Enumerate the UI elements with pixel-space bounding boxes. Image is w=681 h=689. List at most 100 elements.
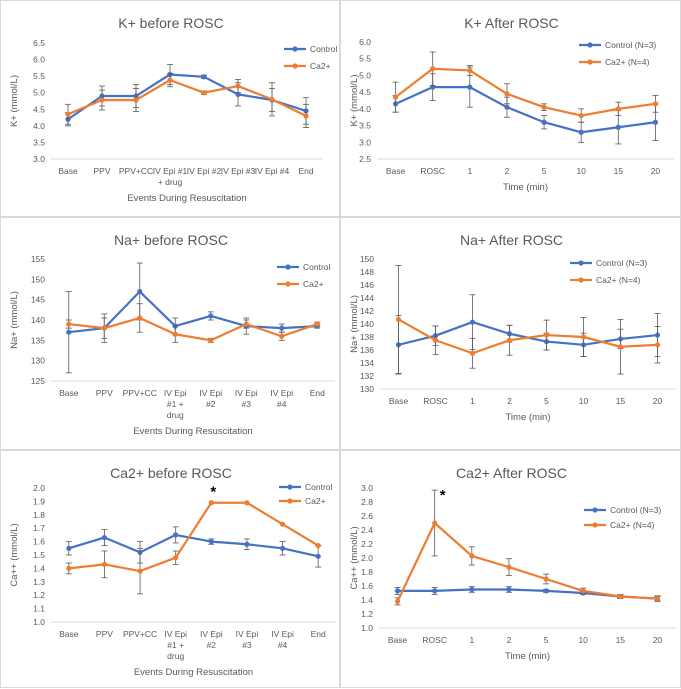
- data-point: [469, 586, 475, 593]
- y-tick-label: 138: [360, 332, 374, 342]
- data-point: [543, 332, 550, 338]
- data-point: [654, 596, 661, 602]
- x-tick-label: 20: [653, 635, 663, 645]
- chart-na-before-rosc: Na+ before ROSC 125 130 135 140 145 150 155 Base…: [0, 217, 340, 450]
- chart-na-after-rosc: Na+ After ROSC 130 132 134 136 138 140 142 144 14…: [340, 217, 681, 450]
- x-tick-label: Base: [58, 166, 78, 176]
- x-tick-label: ROSC: [423, 396, 448, 406]
- y-tick-label: 1.9: [33, 496, 45, 506]
- y-tick-label: 150: [360, 254, 374, 264]
- x-tick-label: End: [298, 166, 313, 176]
- data-point: [279, 545, 286, 551]
- y-tick-label: 3.5: [33, 137, 45, 147]
- data-point: [66, 329, 72, 335]
- x-tick-label: PPV: [96, 629, 113, 639]
- data-point: [504, 104, 510, 110]
- legend-marker: [587, 59, 593, 65]
- legend-entry: Ca2+: [284, 61, 331, 71]
- y-tick-label: 144: [360, 293, 374, 303]
- data-point: [208, 313, 214, 319]
- y-tick-label: 5.0: [359, 70, 371, 80]
- data-point: [201, 74, 207, 80]
- x-tick-label: IV Epi #1 + drug: [164, 629, 187, 661]
- legend-marker: [292, 46, 298, 52]
- y-tick-label: 1.5: [33, 550, 45, 560]
- series-line: [68, 316, 318, 342]
- y-tick-label: 2.4: [361, 525, 373, 535]
- legend-marker: [287, 484, 293, 490]
- data-point: [469, 553, 475, 559]
- data-point: [137, 288, 143, 295]
- y-axis-title: Ca++ (mmol/L): [9, 523, 20, 586]
- data-point: [652, 101, 659, 107]
- y-tick-label: 4.0: [33, 121, 45, 131]
- legend-marker: [578, 277, 584, 283]
- y-tick-label: 3.5: [359, 121, 371, 131]
- y-tick-label: 1.2: [361, 609, 373, 619]
- x-tick-label: PPV+CC: [123, 388, 157, 398]
- data-point: [101, 325, 107, 331]
- x-tick-label: IV Epi #4: [255, 166, 290, 176]
- series-line: [67, 79, 307, 117]
- data-point: [173, 555, 179, 561]
- x-axis-title: Time (min): [505, 412, 550, 423]
- x-tick-label: PPV+CC: [119, 166, 153, 176]
- series-line: [67, 73, 307, 121]
- y-axis-title: Na+ (mmol/L): [9, 291, 20, 349]
- chart-svg: Ca2+ After ROSC 1.0 1.2 1.4 1.6 1.8 2.0 2.2 2.4 2…: [349, 465, 676, 662]
- x-axis-title: Events During Resuscitation: [133, 426, 252, 437]
- y-tick-label: 2.0: [33, 483, 45, 493]
- data-point: [314, 321, 320, 327]
- data-point: [504, 91, 510, 97]
- x-tick-label: 15: [616, 396, 626, 406]
- y-tick-label: 1.2: [33, 590, 45, 600]
- x-tick-label: 10: [578, 635, 588, 645]
- legend-label: Control: [305, 482, 333, 492]
- legend-entry: Control (N=3): [570, 258, 647, 268]
- x-tick-label: 15: [616, 635, 626, 645]
- legend-marker: [292, 63, 298, 69]
- data-point: [432, 588, 438, 594]
- series-1: [394, 489, 661, 606]
- x-tick-label: IV Epi #1 + drug: [153, 166, 188, 187]
- data-point: [201, 90, 207, 96]
- data-point: [279, 325, 285, 331]
- y-tick-label: 125: [31, 376, 45, 386]
- y-tick-label: 1.8: [361, 567, 373, 577]
- legend-marker: [285, 264, 291, 270]
- data-point: [469, 319, 476, 325]
- data-point: [541, 119, 547, 125]
- data-point: [654, 342, 661, 348]
- chart-svg: K+ before ROSC 3.0 3.5 4.0 4.5 5.0 5.5 6.0 6.5 Ba…: [9, 15, 338, 204]
- data-point: [506, 586, 512, 593]
- chart-title: K+ before ROSC: [118, 15, 223, 31]
- y-tick-label: 1.0: [361, 623, 373, 633]
- chart-k-before-rosc: K+ before ROSC 3.0 3.5 4.0 4.5 5.0 5.5 6.0 6.5 Ba…: [0, 0, 340, 217]
- data-point: [235, 83, 241, 89]
- legend-entry: Control (N=3): [579, 40, 656, 50]
- y-tick-label: 148: [360, 267, 374, 277]
- legend-marker: [592, 522, 598, 528]
- legend-marker: [578, 260, 584, 266]
- x-tick-label: 5: [542, 166, 547, 176]
- data-point: [133, 97, 139, 103]
- data-point: [432, 520, 438, 526]
- y-tick-label: 4.5: [359, 87, 371, 97]
- legend-label: Control (N=3): [605, 40, 656, 50]
- data-point: [66, 321, 72, 327]
- data-point: [65, 111, 71, 117]
- series-line: [395, 86, 656, 134]
- data-point: [394, 588, 401, 594]
- data-point: [543, 576, 549, 582]
- data-point: [652, 119, 659, 125]
- legend-entry: Ca2+: [279, 496, 326, 506]
- chart-title: Na+ After ROSC: [460, 232, 563, 248]
- x-tick-label: 10: [579, 396, 589, 406]
- legend-entry: Control: [277, 262, 331, 272]
- series-1: [65, 303, 321, 343]
- x-tick-label: IV Epi #4: [270, 388, 293, 409]
- y-axis-title: Ca++ (mmol/L): [349, 526, 360, 589]
- y-tick-label: 135: [31, 335, 45, 345]
- series-1: [395, 265, 661, 375]
- y-tick-label: 150: [31, 274, 45, 284]
